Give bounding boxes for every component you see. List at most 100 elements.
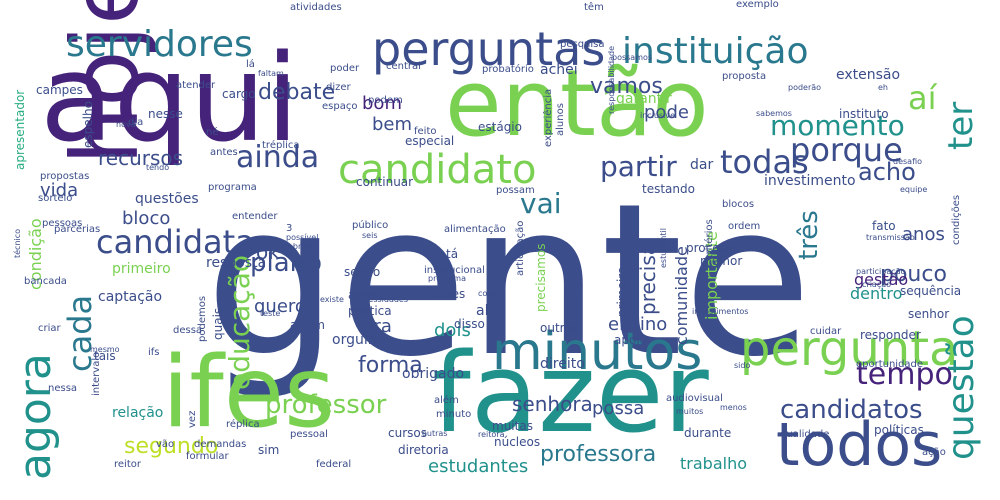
word: coisa <box>478 289 499 298</box>
word: técnico <box>13 228 22 258</box>
word: questões <box>135 191 199 207</box>
word: problema <box>428 274 467 283</box>
word: vão <box>156 439 175 450</box>
word: obras <box>288 242 311 251</box>
word: candidata <box>96 223 255 261</box>
word: fazer <box>432 329 709 457</box>
word: dores <box>432 287 466 301</box>
word: alimentação <box>444 224 506 235</box>
word: gestão <box>854 270 909 289</box>
word: pra <box>362 316 392 337</box>
word: todas <box>720 143 809 181</box>
word: sequência <box>900 284 962 298</box>
word: né <box>206 127 219 138</box>
word: necessidades <box>354 295 409 304</box>
word: entender <box>232 211 278 222</box>
word: instituto <box>839 107 889 121</box>
word: têm <box>584 2 604 13</box>
word: diretoria <box>398 443 449 457</box>
word: assim <box>290 318 325 332</box>
word: resposta <box>206 255 267 271</box>
word: sabemos <box>756 109 792 118</box>
word: inclusive <box>640 111 676 120</box>
word: mesmo <box>90 345 120 354</box>
word: melhor <box>700 254 743 268</box>
word: direito <box>540 356 585 372</box>
word: programa <box>208 182 257 193</box>
word: pesquisa <box>560 39 605 50</box>
word: pergunta <box>740 321 959 377</box>
word: desafio <box>893 157 923 166</box>
word: vamos <box>590 74 663 99</box>
word: disso <box>454 317 485 331</box>
word: candidatos <box>780 395 923 425</box>
word: relação <box>112 405 164 421</box>
word: faltam <box>258 69 284 78</box>
word: apresentador <box>13 89 27 170</box>
word: servidores <box>66 24 253 65</box>
word: réplica <box>226 419 260 430</box>
word: criar <box>38 323 61 334</box>
word: bem <box>372 114 413 135</box>
word: obrigado <box>402 366 465 382</box>
word: tréplica <box>262 140 300 151</box>
word: alô <box>620 249 636 260</box>
word: tá <box>446 247 459 261</box>
word: responder <box>860 328 921 342</box>
word: responsabilidade <box>607 45 616 114</box>
word: condições <box>951 194 962 245</box>
word: ali <box>476 303 493 319</box>
word: vez <box>187 410 198 428</box>
word: especial <box>405 134 455 148</box>
word: minuto <box>436 409 472 420</box>
word: bancada <box>24 276 67 287</box>
word: sorteio <box>38 193 73 204</box>
word: muitas <box>492 419 533 433</box>
word: propostas <box>40 171 90 182</box>
word: poderão <box>788 83 822 92</box>
word: tendo <box>146 163 170 172</box>
word: sido <box>734 361 751 370</box>
word: espelho <box>81 101 95 148</box>
word: transmissão <box>866 233 915 242</box>
word: federal <box>316 459 352 470</box>
word: gente <box>205 158 813 403</box>
word: espaço <box>322 101 358 112</box>
word: trabalho <box>680 454 747 473</box>
word: formular <box>186 451 229 462</box>
word: dizer <box>326 82 351 93</box>
word: tempo <box>856 357 953 392</box>
word: testando <box>642 182 695 196</box>
word: dia <box>128 117 144 128</box>
word: primeira <box>615 266 629 317</box>
word: poder <box>330 63 360 74</box>
word: vida <box>40 180 79 201</box>
word: apoio <box>614 333 647 347</box>
word: três <box>794 210 824 260</box>
word: nova <box>116 120 136 129</box>
word: todos <box>776 410 943 480</box>
word: ifs <box>148 347 160 358</box>
word: investimento <box>764 173 856 189</box>
word: campes <box>36 83 83 97</box>
word: equipe <box>900 185 928 194</box>
word: cursos <box>388 426 427 440</box>
word: minutos <box>492 322 703 382</box>
word: antes <box>210 147 238 158</box>
word: aqui <box>40 30 300 169</box>
word: durante <box>684 426 732 440</box>
word: professora <box>540 442 657 467</box>
word: lá <box>246 59 255 70</box>
word: outras <box>422 429 448 438</box>
word: pessoas <box>42 218 83 229</box>
word: professor <box>265 390 387 420</box>
word: eh <box>878 83 888 92</box>
word: ensino <box>608 314 668 335</box>
word: precisa <box>636 242 660 315</box>
word: aí <box>908 79 937 117</box>
word: ação <box>922 447 946 458</box>
word: bom <box>362 93 402 114</box>
word: seis <box>362 231 378 240</box>
word: qualidade <box>780 429 830 440</box>
